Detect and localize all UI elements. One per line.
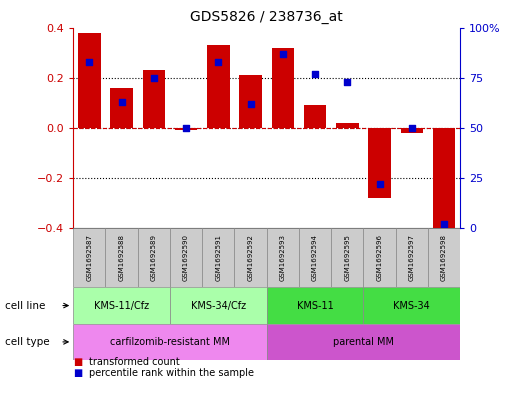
FancyBboxPatch shape — [234, 228, 267, 287]
FancyBboxPatch shape — [396, 228, 428, 287]
FancyBboxPatch shape — [299, 228, 331, 287]
FancyBboxPatch shape — [363, 287, 460, 324]
Point — [343, 79, 351, 85]
Point — [408, 125, 416, 131]
FancyBboxPatch shape — [267, 287, 363, 324]
Point — [440, 221, 448, 227]
Text: GSM1692590: GSM1692590 — [183, 234, 189, 281]
Text: carfilzomib-resistant MM: carfilzomib-resistant MM — [110, 337, 230, 347]
Bar — [271, 48, 294, 128]
Title: GDS5826 / 238736_at: GDS5826 / 238736_at — [190, 10, 343, 24]
Text: GSM1692587: GSM1692587 — [86, 234, 93, 281]
Bar — [240, 75, 262, 128]
Text: GSM1692592: GSM1692592 — [247, 234, 254, 281]
Text: cell line: cell line — [5, 301, 46, 310]
Point — [246, 101, 255, 107]
Bar — [175, 128, 197, 130]
Text: GSM1692596: GSM1692596 — [377, 234, 383, 281]
Point — [117, 99, 126, 105]
FancyBboxPatch shape — [170, 228, 202, 287]
Text: GSM1692593: GSM1692593 — [280, 234, 286, 281]
Point — [311, 70, 319, 77]
Bar — [143, 70, 165, 128]
Text: KMS-34: KMS-34 — [393, 301, 430, 310]
FancyBboxPatch shape — [170, 287, 267, 324]
Text: GSM1692588: GSM1692588 — [119, 234, 124, 281]
Text: KMS-11/Cfz: KMS-11/Cfz — [94, 301, 149, 310]
Bar — [368, 128, 391, 198]
FancyBboxPatch shape — [267, 324, 460, 360]
Text: GSM1692597: GSM1692597 — [409, 234, 415, 281]
Text: GSM1692591: GSM1692591 — [215, 234, 221, 281]
FancyBboxPatch shape — [138, 228, 170, 287]
FancyBboxPatch shape — [73, 228, 106, 287]
Text: GSM1692594: GSM1692594 — [312, 234, 318, 281]
Text: cell type: cell type — [5, 337, 50, 347]
Bar — [304, 105, 326, 128]
Text: GSM1692598: GSM1692598 — [441, 234, 447, 281]
FancyBboxPatch shape — [73, 287, 170, 324]
FancyBboxPatch shape — [202, 228, 234, 287]
FancyBboxPatch shape — [331, 228, 363, 287]
Bar — [401, 128, 423, 133]
Text: KMS-11: KMS-11 — [297, 301, 334, 310]
Point — [376, 181, 384, 187]
Text: percentile rank within the sample: percentile rank within the sample — [89, 368, 254, 378]
Text: KMS-34/Cfz: KMS-34/Cfz — [191, 301, 246, 310]
Bar — [207, 45, 230, 128]
Point — [214, 59, 223, 65]
FancyBboxPatch shape — [267, 228, 299, 287]
Point — [279, 50, 287, 57]
Text: parental MM: parental MM — [333, 337, 394, 347]
Text: GSM1692595: GSM1692595 — [344, 234, 350, 281]
Text: transformed count: transformed count — [89, 356, 180, 367]
FancyBboxPatch shape — [106, 228, 138, 287]
FancyBboxPatch shape — [73, 324, 267, 360]
Bar — [110, 88, 133, 128]
FancyBboxPatch shape — [363, 228, 396, 287]
FancyBboxPatch shape — [428, 228, 460, 287]
Text: ■: ■ — [73, 368, 83, 378]
Point — [150, 75, 158, 81]
Bar — [78, 33, 100, 128]
Text: GSM1692589: GSM1692589 — [151, 234, 157, 281]
Point — [85, 59, 94, 65]
Bar — [336, 123, 359, 128]
Point — [182, 125, 190, 131]
Bar — [433, 128, 456, 233]
Text: ■: ■ — [73, 356, 83, 367]
